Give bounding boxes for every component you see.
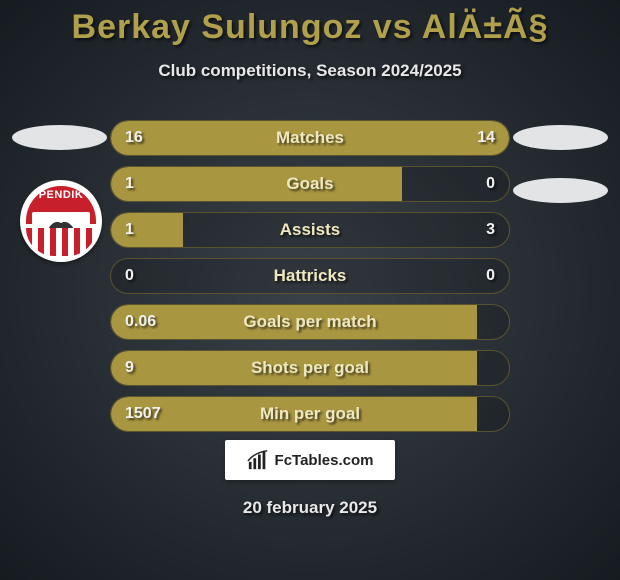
stat-value-left: 9 bbox=[111, 359, 181, 377]
stat-value-left: 1 bbox=[111, 175, 181, 193]
stat-value-left: 1 bbox=[111, 221, 181, 239]
snapshot-date: 20 february 2025 bbox=[0, 498, 620, 518]
stat-value-right: 3 bbox=[439, 221, 509, 239]
stat-label: Hattricks bbox=[181, 266, 439, 286]
player1-photo-placeholder bbox=[12, 125, 107, 150]
player1-club-badge: PENDIK bbox=[20, 180, 102, 262]
fctables-logo[interactable]: FcTables.com bbox=[225, 440, 395, 480]
stat-value-left: 16 bbox=[111, 129, 181, 147]
stat-value-right: 0 bbox=[439, 267, 509, 285]
stat-label: Goals per match bbox=[181, 312, 439, 332]
player2-photo-placeholder bbox=[513, 125, 608, 150]
subtitle: Club competitions, Season 2024/2025 bbox=[0, 61, 620, 81]
stat-label: Assists bbox=[181, 220, 439, 240]
stat-row: 16Matches14 bbox=[110, 120, 510, 156]
stat-value-left: 0 bbox=[111, 267, 181, 285]
stat-value-left: 1507 bbox=[111, 405, 181, 423]
club-badge-stripes bbox=[26, 228, 96, 256]
stat-row: 1Assists3 bbox=[110, 212, 510, 248]
stat-label: Min per goal bbox=[181, 404, 439, 424]
page-title: Berkay Sulungoz vs AlÄ±Ã§ bbox=[0, 0, 620, 47]
player2-club-placeholder bbox=[513, 178, 608, 203]
stat-value-right: 0 bbox=[439, 175, 509, 193]
stat-row: 1507Min per goal bbox=[110, 396, 510, 432]
stats-comparison: 16Matches141Goals01Assists30Hattricks00.… bbox=[110, 120, 510, 442]
stat-value-left: 0.06 bbox=[111, 313, 181, 331]
stat-label: Shots per goal bbox=[181, 358, 439, 378]
footer-brand-text: FcTables.com bbox=[275, 452, 374, 469]
stat-row: 0Hattricks0 bbox=[110, 258, 510, 294]
stat-row: 1Goals0 bbox=[110, 166, 510, 202]
stat-row: 0.06Goals per match bbox=[110, 304, 510, 340]
club-badge-text: PENDIK bbox=[39, 189, 84, 201]
chart-bars-icon bbox=[247, 449, 269, 471]
stat-row: 9Shots per goal bbox=[110, 350, 510, 386]
stat-label: Goals bbox=[181, 174, 439, 194]
stat-value-right: 14 bbox=[439, 129, 509, 147]
stat-label: Matches bbox=[181, 128, 439, 148]
